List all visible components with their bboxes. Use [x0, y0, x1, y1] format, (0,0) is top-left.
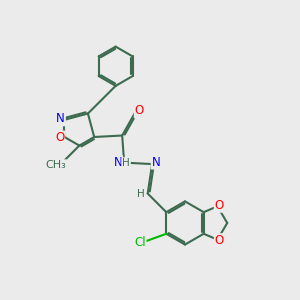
Text: O: O: [215, 199, 224, 212]
Text: Cl: Cl: [134, 236, 146, 249]
Text: N: N: [152, 156, 161, 169]
Text: O: O: [135, 104, 144, 118]
Text: N: N: [113, 156, 122, 169]
Text: H: H: [137, 188, 145, 199]
Text: O: O: [215, 234, 224, 247]
Text: N: N: [56, 112, 65, 125]
Text: H: H: [122, 158, 130, 168]
Text: CH₃: CH₃: [45, 160, 66, 170]
Text: O: O: [55, 131, 64, 145]
